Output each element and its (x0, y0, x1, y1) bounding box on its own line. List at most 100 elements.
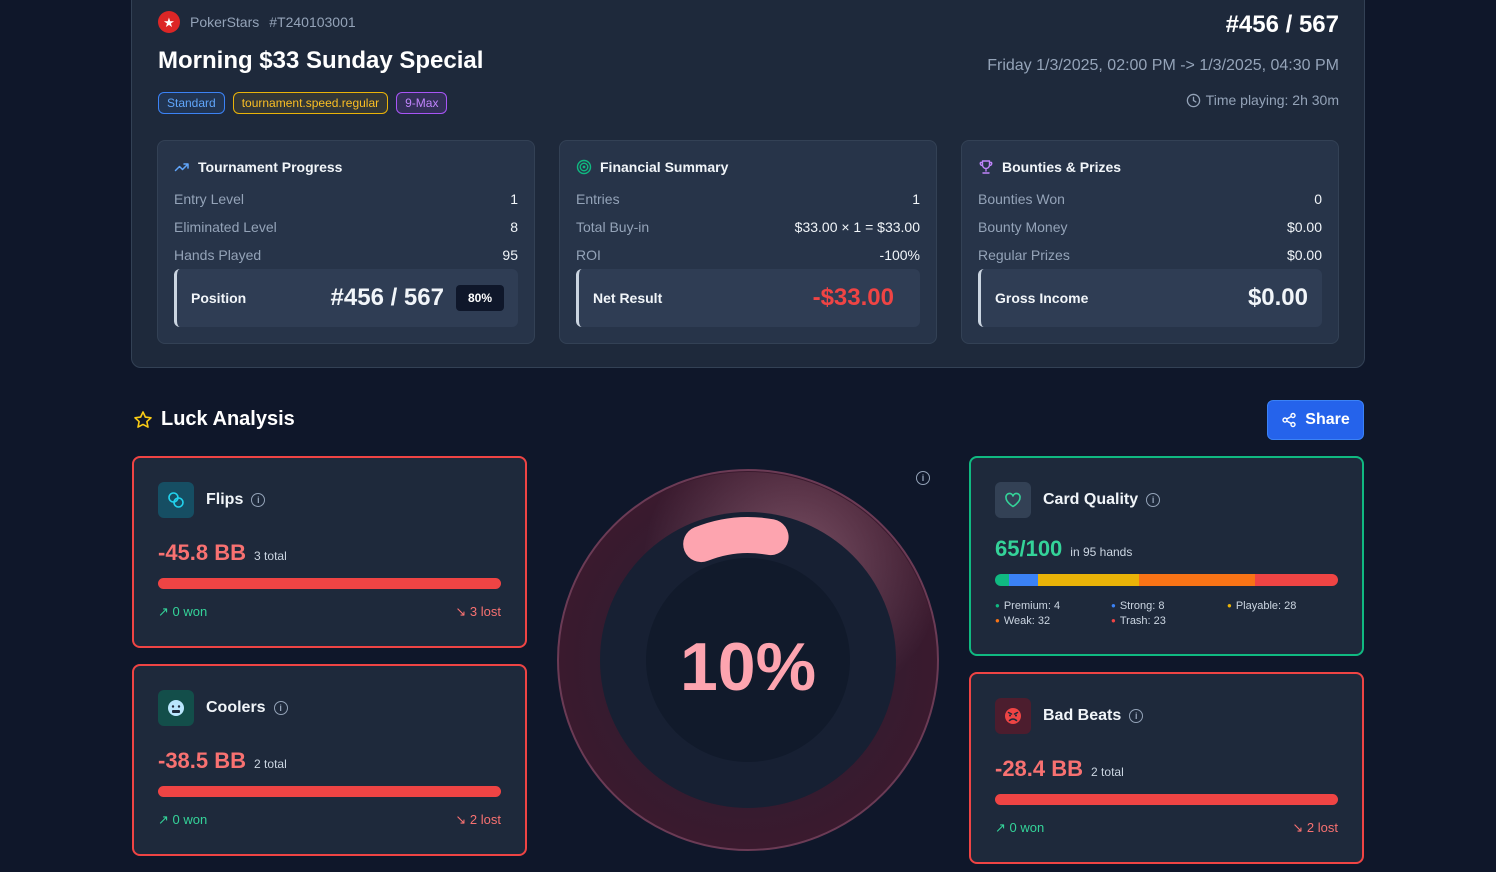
bad-beats-value: -28.4 BB (995, 756, 1084, 781)
legend-playable: Playable: 28 (1227, 600, 1343, 612)
bad-beats-lost: ↘ 2 lost (1292, 820, 1338, 835)
tournament-card: ★ PokerStars #T240103001 Morning $33 Sun… (131, 0, 1365, 368)
gross-income-value: $0.00 (1247, 284, 1308, 311)
legend-trash: Trash: 23 (1111, 615, 1227, 627)
coolers-value: -38.5 BB (158, 748, 247, 773)
bad-beats-won: ↗ 0 won (995, 820, 1045, 835)
luck-gauge: 10% (557, 469, 939, 851)
flips-name: Flips (206, 491, 244, 508)
stat-value: 95 (502, 247, 518, 263)
card-quality-hands: in 95 hands (1070, 545, 1133, 559)
clock-icon (1186, 93, 1200, 107)
net-result-highlight: Net Result -$33.00 (576, 269, 920, 327)
bad-beats-card[interactable]: Bad Beats i -28.4 BB 2 total ↗ 0 won ↘ 2 l… (969, 672, 1364, 864)
info-icon[interactable]: i (273, 701, 288, 715)
share-label: Share (1305, 411, 1350, 428)
stat-value: 0 (1314, 191, 1322, 207)
gross-income-label: Gross Income (995, 290, 1089, 306)
site-name: PokerStars (190, 14, 260, 30)
tournament-progress-heading: Tournament Progress (174, 159, 342, 175)
position-highlight: Position #456 / 567 80% (174, 269, 518, 327)
legend-weak: Weak: 32 (995, 615, 1111, 627)
stat-value: $0.00 (1286, 219, 1322, 235)
stat-row: Total Buy-in $33.00 × 1 = $33.00 (576, 219, 920, 235)
card-quality-segment (1254, 574, 1338, 586)
tag-type: Standard (158, 92, 225, 114)
gauge-value: 10% (680, 629, 816, 705)
bad-beats-value-row: -28.4 BB 2 total (995, 756, 1124, 782)
stat-value: $33.00 × 1 = $33.00 (794, 219, 920, 235)
coolers-total: 2 total (254, 757, 287, 771)
stat-row: Entries 1 (576, 191, 920, 207)
tournament-progress-panel: Tournament Progress Entry Level 1 Elimina… (157, 140, 535, 344)
card-quality-name: Card Quality (1043, 491, 1139, 508)
net-result-label: Net Result (593, 290, 663, 306)
tournament-title: Morning $33 Sunday Special (158, 47, 484, 74)
share-button[interactable]: Share (1267, 400, 1364, 440)
target-icon (576, 159, 592, 175)
card-quality-value-row: 65/100 in 95 hands (995, 536, 1132, 562)
heart-icon (995, 482, 1031, 518)
coolers-won: ↗ 0 won (158, 812, 208, 827)
info-icon[interactable]: i (251, 493, 266, 507)
tag-table-size: 9-Max (396, 92, 448, 114)
card-quality-bar (995, 574, 1338, 586)
pokerstars-logo-icon: ★ (158, 11, 180, 33)
tournament-tags: Standard tournament.speed.regular 9-Max (158, 92, 448, 114)
star-icon (134, 410, 152, 428)
stat-label: Eliminated Level (174, 219, 277, 235)
bounties-prizes-title: Bounties & Prizes (1002, 159, 1122, 175)
card-quality-segment (1038, 574, 1140, 586)
coolers-title: Coolers i (206, 699, 288, 717)
bad-beats-total: 2 total (1091, 765, 1124, 779)
coolers-lost: ↘ 2 lost (455, 812, 501, 827)
position-value: #456 / 567 (330, 284, 444, 311)
flips-card[interactable]: Flips i -45.8 BB 3 total ↗ 0 won ↘ 3 lost (132, 456, 527, 648)
angry-face-icon (995, 698, 1031, 734)
luck-analysis-heading: Luck Analysis (133, 408, 295, 431)
info-icon[interactable]: i (1146, 493, 1161, 507)
legend-strong: Strong: 8 (1111, 600, 1227, 612)
card-quality-legend: Premium: 4 Strong: 8 Playable: 28 Weak: … (995, 600, 1335, 627)
flips-title: Flips i (206, 491, 266, 509)
stat-label: Hands Played (174, 247, 262, 263)
flips-value: -45.8 BB (158, 540, 247, 565)
position-label: Position (191, 290, 247, 306)
flips-value-row: -45.8 BB 3 total (158, 540, 287, 566)
trophy-icon (979, 160, 993, 174)
stat-value: 1 (510, 191, 518, 207)
gauge-arc (683, 517, 789, 563)
financial-summary-heading: Financial Summary (576, 159, 728, 175)
coolers-name: Coolers (206, 699, 266, 716)
stat-label: Total Buy-in (576, 219, 650, 235)
financial-summary-panel: Financial Summary Entries 1 Total Buy-in $… (559, 140, 937, 344)
coins-icon (158, 482, 194, 518)
flips-total: 3 total (254, 549, 287, 563)
stat-label: Entry Level (174, 191, 245, 207)
card-quality-segment (995, 574, 1010, 586)
bad-beats-bar (995, 794, 1338, 805)
stat-row: Bounty Money $0.00 (978, 219, 1322, 235)
tournament-progress-title: Tournament Progress (198, 159, 343, 175)
share-icon (1282, 412, 1296, 428)
stat-label: Bounties Won (978, 191, 1065, 207)
date-range: Friday 1/3/2025, 02:00 PM -> 1/3/2025, 0… (987, 57, 1339, 74)
bad-beats-title: Bad Beats i (1043, 707, 1144, 725)
coolers-card[interactable]: Coolers i -38.5 BB 2 total ↗ 0 won ↘ 2 los… (132, 664, 527, 856)
card-quality-segment (1139, 574, 1255, 586)
stat-label: Bounty Money (978, 219, 1068, 235)
flips-lost: ↘ 3 lost (455, 604, 501, 619)
stat-value: $0.00 (1286, 247, 1322, 263)
financial-summary-title: Financial Summary (600, 159, 729, 175)
gauge-info-icon[interactable]: i (916, 471, 930, 485)
stat-row: Eliminated Level 8 (174, 219, 518, 235)
stat-value: 1 (912, 191, 920, 207)
stat-label: Entries (576, 191, 620, 207)
info-icon[interactable]: i (1129, 709, 1144, 723)
card-quality-title: Card Quality i (1043, 491, 1161, 509)
site-row: ★ PokerStars #T240103001 (158, 11, 356, 33)
trending-up-icon (174, 163, 189, 172)
legend-premium: Premium: 4 (995, 600, 1111, 612)
card-quality-card[interactable]: Card Quality i 65/100 in 95 hands Premium:… (969, 456, 1364, 656)
bounties-prizes-panel: Bounties & Prizes Bounties Won 0 Bounty M… (961, 140, 1339, 344)
